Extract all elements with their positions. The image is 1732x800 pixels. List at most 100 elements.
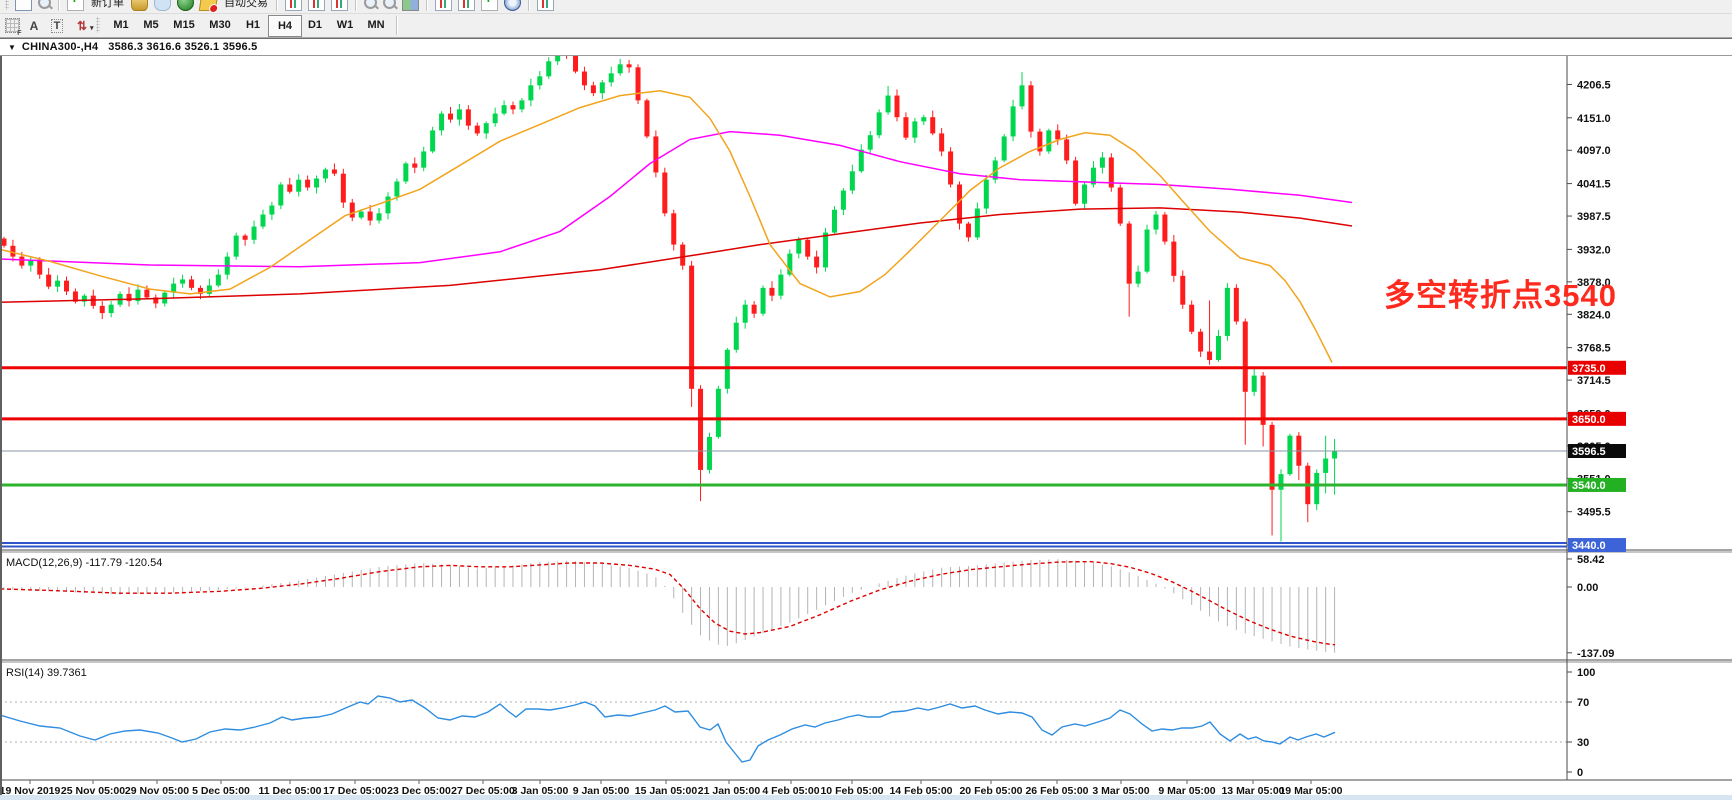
- cascade-windows-icon[interactable]: [435, 0, 452, 11]
- svg-text:19 Nov 2019: 19 Nov 2019: [0, 785, 61, 797]
- new-window-icon[interactable]: [15, 0, 32, 11]
- indicators-add-icon[interactable]: [481, 0, 498, 11]
- arrow-tool-icon[interactable]: ⇅ ▾: [76, 18, 94, 33]
- svg-text:19 Mar 05:00: 19 Mar 05:00: [1279, 785, 1342, 797]
- arrange-windows-icon[interactable]: [458, 0, 475, 11]
- svg-text:15 Jan 05:00: 15 Jan 05:00: [635, 785, 698, 797]
- toolbar-separator: [396, 16, 398, 35]
- svg-text:14 Feb 05:00: 14 Feb 05:00: [889, 785, 952, 797]
- moving-averages: [0, 90, 1353, 363]
- price-badge-3540.0: 3540.0: [1568, 477, 1626, 492]
- chart-bars-icon[interactable]: [285, 0, 302, 11]
- svg-text:3596.5: 3596.5: [1572, 446, 1606, 458]
- toolbar-drag-handle[interactable]: [96, 17, 100, 33]
- chart-candles-icon[interactable]: [308, 0, 325, 11]
- chart-window[interactable]: 4260.54206.54151.04097.04041.53987.53932…: [0, 38, 1732, 800]
- svg-text:3932.0: 3932.0: [1577, 244, 1611, 256]
- price-badge-3440.0: 3440.0: [1568, 538, 1626, 553]
- tile-windows-icon[interactable]: [402, 0, 419, 11]
- svg-text:-137.09: -137.09: [1577, 648, 1614, 660]
- zoom-in-icon[interactable]: [364, 0, 377, 9]
- svg-text:29 Nov 05:00: 29 Nov 05:00: [125, 785, 189, 797]
- svg-text:27 Dec 05:00: 27 Dec 05:00: [451, 785, 515, 797]
- bottom-strip: [0, 795, 1732, 800]
- timeframe-button-m5[interactable]: M5: [143, 19, 159, 31]
- timeframe-button-d1[interactable]: D1: [307, 19, 323, 31]
- rsi-indicator-label: RSI(14) 39.7361: [6, 667, 87, 679]
- svg-text:20 Feb 05:00: 20 Feb 05:00: [959, 785, 1022, 797]
- svg-text:5 Dec 05:00: 5 Dec 05:00: [192, 785, 250, 797]
- svg-text:100: 100: [1577, 667, 1595, 679]
- svg-text:58.42: 58.42: [1577, 554, 1605, 566]
- chart-canvas[interactable]: 4260.54206.54151.04097.04041.53987.53932…: [0, 38, 1732, 800]
- svg-text:3878.0: 3878.0: [1577, 277, 1611, 289]
- market-cloud-icon[interactable]: [154, 0, 171, 11]
- chart-line-icon[interactable]: [331, 0, 348, 11]
- timeframe-button-h4[interactable]: H4: [268, 15, 302, 37]
- ma-fast-orange: [0, 90, 1333, 363]
- svg-text:10 Feb 05:00: 10 Feb 05:00: [820, 785, 883, 797]
- svg-text:25 Nov 05:00: 25 Nov 05:00: [61, 785, 125, 797]
- new-order-label[interactable]: 新订单: [91, 0, 124, 9]
- symbol-ohlc-text: CHINA300-,H4 3586.3 3616.6 3526.1 3596.5: [21, 41, 258, 53]
- ma-mid-magenta: [0, 130, 1353, 268]
- svg-text:3768.5: 3768.5: [1577, 343, 1611, 355]
- svg-text:0: 0: [1577, 767, 1583, 779]
- svg-text:3824.0: 3824.0: [1577, 309, 1611, 321]
- symbol-dropdown-icon[interactable]: ▼: [8, 42, 16, 52]
- svg-text:4041.5: 4041.5: [1577, 179, 1611, 191]
- toolbar-separator: [276, 0, 278, 11]
- profiles-icon[interactable]: [38, 0, 51, 9]
- svg-text:3650.0: 3650.0: [1572, 414, 1606, 426]
- autotrade-label[interactable]: 自动交易: [224, 0, 268, 9]
- price-badge-3735.0: 3735.0: [1568, 360, 1626, 375]
- macd-panel: [0, 559, 1336, 653]
- macd-indicator-label: MACD(12,26,9) -117.79 -120.54: [6, 557, 163, 569]
- timeframe-button-w1[interactable]: W1: [336, 19, 354, 31]
- toolbar-drag-handle[interactable]: [5, 0, 9, 10]
- toolbar-separator: [426, 0, 428, 11]
- toolbar-timeframes: AT ⇅▾ M1 M5 M15 M30 H1 H4 D1 W1 MN: [0, 14, 1732, 38]
- svg-text:4151.0: 4151.0: [1577, 113, 1611, 125]
- time-axis: 19 Nov 2019 25 Nov 05:00 29 Nov 05:00 5 Dec…: [0, 779, 1732, 797]
- svg-text:4097.0: 4097.0: [1577, 145, 1611, 157]
- price-badge-3596.5: 3596.5: [1568, 443, 1626, 458]
- svg-text:3540.0: 3540.0: [1572, 480, 1606, 492]
- timeframe-button-m15[interactable]: M15: [173, 19, 195, 31]
- timeframe-button-m1[interactable]: M1: [113, 19, 129, 31]
- svg-text:11 Dec 05:00: 11 Dec 05:00: [258, 785, 321, 797]
- svg-text:3440.0: 3440.0: [1572, 540, 1606, 552]
- new-order-icon[interactable]: [67, 0, 84, 11]
- timeframe-button-mn[interactable]: MN: [367, 19, 385, 31]
- timeframe-button-h1[interactable]: H1: [245, 19, 261, 31]
- rsi-panel: [0, 695, 1567, 763]
- autotrade-tag-icon[interactable]: [198, 0, 219, 11]
- crosshair-grid-icon[interactable]: [2, 16, 22, 37]
- ma-slow-red: [0, 207, 1353, 304]
- rsi-line: [0, 695, 1336, 763]
- svg-text:13 Mar 05:00: 13 Mar 05:00: [1221, 785, 1284, 797]
- svg-text:70: 70: [1577, 697, 1589, 709]
- toolbar-separator: [528, 0, 530, 11]
- toolbar-main-strip: 新订单 自动交易: [2, 0, 557, 13]
- periods-clock-icon[interactable]: [504, 0, 521, 11]
- label-tool-icon[interactable]: T: [47, 16, 67, 35]
- svg-text:23 Dec 05:00: 23 Dec 05:00: [387, 785, 451, 797]
- community-globe-icon[interactable]: [177, 0, 194, 11]
- toolbar-separator: [355, 0, 357, 11]
- annotation-text: 多空转折点3540: [1384, 278, 1617, 313]
- timeframe-button-m30[interactable]: M30: [209, 19, 231, 31]
- history-center-icon[interactable]: [131, 0, 148, 11]
- svg-text:9 Mar 05:00: 9 Mar 05:00: [1158, 785, 1215, 797]
- chart-symbol-header: ▼ CHINA300-,H4 3586.3 3616.6 3526.1 3596.…: [0, 38, 1732, 56]
- text-tool-icon[interactable]: A: [29, 18, 39, 33]
- svg-text:9 Jan 05:00: 9 Jan 05:00: [573, 785, 630, 797]
- zoom-out-icon[interactable]: [383, 0, 396, 9]
- templates-icon[interactable]: [537, 0, 554, 11]
- svg-text:21 Jan 05:00: 21 Jan 05:00: [698, 785, 761, 797]
- support-line-3440: [0, 542, 1567, 548]
- svg-text:17 Dec 05:00: 17 Dec 05:00: [323, 785, 387, 797]
- window-left-border: [0, 38, 2, 795]
- toolbar-separator: [58, 0, 60, 11]
